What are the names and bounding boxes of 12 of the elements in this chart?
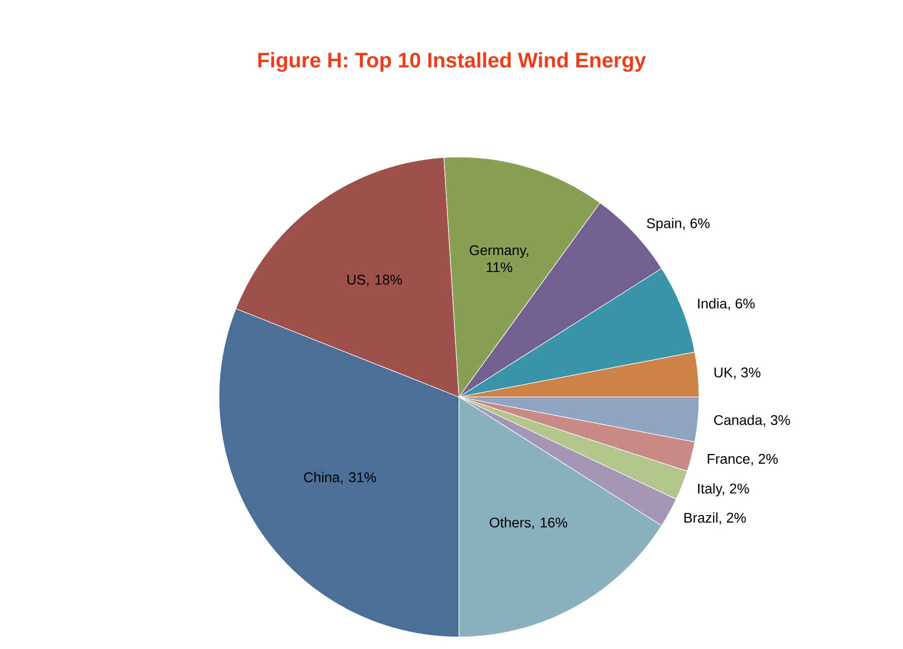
slice-label: Others, 16% [490, 517, 568, 530]
slice-label: India, 6% [698, 298, 755, 310]
slice-label: Brazil, 2% [684, 512, 746, 524]
slice-label: Canada, 3% [714, 414, 790, 427]
slice-label: Spain, 6% [646, 218, 710, 232]
slice-label: US, 18% [347, 274, 402, 286]
chart-title: Figure H: Top 10 Installed Wind Energy [258, 52, 646, 72]
slice-label: Germany, 11% [470, 245, 528, 272]
slice-label: China, 31% [304, 472, 376, 484]
slice-label: Italy, 2% [698, 483, 749, 496]
slice-label: France, 2% [708, 454, 778, 466]
slice-label: UK, 3% [714, 368, 760, 380]
